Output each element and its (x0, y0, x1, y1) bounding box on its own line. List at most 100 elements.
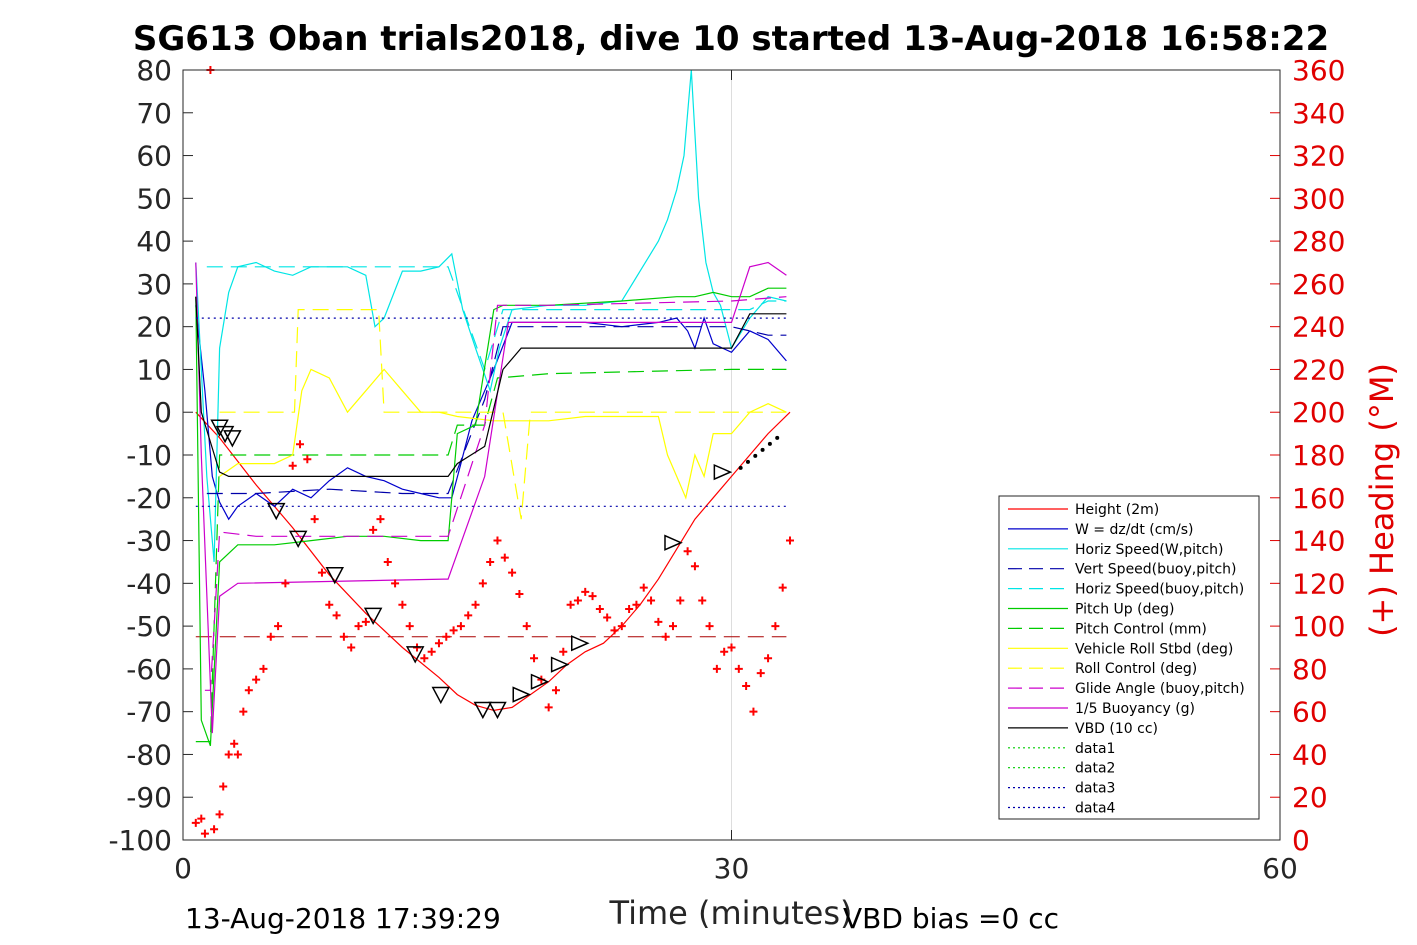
heading-point (698, 596, 707, 605)
legend-label: Height (2m) (1075, 502, 1159, 518)
legend-label: Horiz Speed(buoy,pitch) (1075, 582, 1244, 598)
heading-point (244, 686, 253, 695)
series-layer (195, 69, 791, 747)
y-axis-right-label: (+) Heading (°M) (1363, 363, 1401, 637)
legend-label: data4 (1075, 801, 1116, 817)
heading-point (478, 579, 487, 588)
heading-point (471, 600, 480, 609)
marker-triangle-right (713, 463, 733, 481)
y-tick-label: -10 (126, 439, 172, 472)
y-tick-label: 10 (136, 353, 172, 386)
marker-dot (738, 465, 743, 470)
legend: Height (2m) W = dz/dt (cm/s) Horiz Speed(W… (998, 495, 1260, 820)
dive-markers (210, 419, 780, 720)
footer-timestamp: 13-Aug-2018 17:39:29 (185, 902, 501, 935)
marker-triangle-down (223, 430, 242, 448)
heading-point (778, 583, 787, 592)
heading-point (654, 617, 663, 626)
y-right-tick-label: 320 (1292, 140, 1345, 173)
tick-labels: 0 30 6080706050403020100-10-20-30-40-50-60… (108, 54, 1345, 885)
heading-point (259, 664, 268, 673)
marker-triangle-down (488, 701, 507, 720)
heading-point (588, 592, 597, 601)
y-tick-label: 20 (136, 311, 172, 344)
marker-dot (745, 459, 750, 464)
legend-label: Vert Speed(buoy,pitch) (1075, 562, 1237, 578)
y-right-tick-label: 0 (1292, 824, 1310, 857)
chart-title: SG613 Oban trials2018, dive 10 started 1… (133, 19, 1329, 59)
heading-point (427, 647, 436, 656)
y-tick-label: 40 (136, 225, 172, 258)
heading-point (317, 568, 326, 577)
series-vert-speed-buoy-pitch (206, 326, 787, 495)
y-right-tick-label: 60 (1292, 696, 1328, 729)
heading-point (233, 750, 242, 759)
y-tick-label: -80 (126, 738, 172, 771)
heading-point (405, 622, 414, 631)
heading-point (210, 825, 219, 834)
heading-point (252, 675, 261, 684)
heading-point (391, 579, 400, 588)
y-tick-label: -100 (108, 824, 172, 857)
heading-point (690, 562, 699, 571)
heading-point (197, 814, 206, 823)
y-tick-label: -50 (126, 610, 172, 643)
heading-point (296, 440, 305, 449)
heading-point (369, 525, 378, 534)
series-roll-control-deg (219, 309, 787, 520)
y-right-tick-label: 40 (1292, 738, 1328, 771)
heading-point (449, 626, 458, 635)
series-pitch-up-deg (195, 287, 787, 747)
heading-point (551, 686, 560, 695)
y-right-tick-label: 80 (1292, 653, 1328, 686)
heading-point (668, 622, 677, 631)
heading-point (676, 596, 685, 605)
plot-frame (182, 69, 1281, 841)
heading-point (376, 515, 385, 524)
marker-dot (760, 447, 765, 452)
heading-point (456, 622, 465, 631)
series-vbd-10-cc (195, 296, 787, 477)
legend-label: VBD (10 cc) (1075, 721, 1158, 737)
y-tick-label: 60 (136, 140, 172, 173)
heading-point (200, 829, 209, 838)
heading-point (530, 654, 539, 663)
y-right-tick-label: 200 (1292, 396, 1345, 429)
y-tick-label: 50 (136, 182, 172, 215)
series-1-5-buoyancy-g (195, 261, 787, 734)
heading-point (354, 622, 363, 631)
marker-triangle-down (431, 686, 451, 705)
x-tick-label: 60 (1262, 852, 1298, 885)
heading-point (639, 583, 648, 592)
y-tick-label: 30 (136, 268, 172, 301)
legend-label: Vehicle Roll Stbd (deg) (1075, 641, 1233, 657)
heading-point (712, 664, 721, 673)
heading-point (559, 647, 568, 656)
heading-point (749, 707, 758, 716)
heading-point (720, 647, 729, 656)
heading-point (764, 654, 773, 663)
heading-point (734, 664, 743, 673)
marker-triangle-down (325, 567, 345, 585)
y-tick-label: -90 (126, 781, 172, 814)
x-axis-label: Time (minutes) (609, 894, 853, 932)
heading-point (288, 461, 297, 470)
marker-triangle-right (530, 673, 550, 690)
series-vehicle-roll-stbd-deg (219, 368, 787, 500)
marker-triangle-down (215, 425, 235, 444)
legend-label: 1/5 Buoyancy (g) (1075, 701, 1195, 717)
heading-point (303, 455, 312, 464)
heading-point (661, 632, 670, 641)
heading-point (566, 600, 575, 609)
y-right-tick-label: 100 (1292, 610, 1345, 643)
marker-dot (775, 435, 780, 440)
heading-point (595, 605, 604, 613)
marker-triangle-right (550, 656, 570, 673)
heading-point (603, 613, 612, 622)
heading-point (420, 654, 429, 663)
series-glide-angle-buoy-pitch (204, 296, 787, 691)
heading-point (544, 703, 553, 712)
marker-triangle-down (473, 701, 493, 720)
legend-box (998, 495, 1260, 820)
